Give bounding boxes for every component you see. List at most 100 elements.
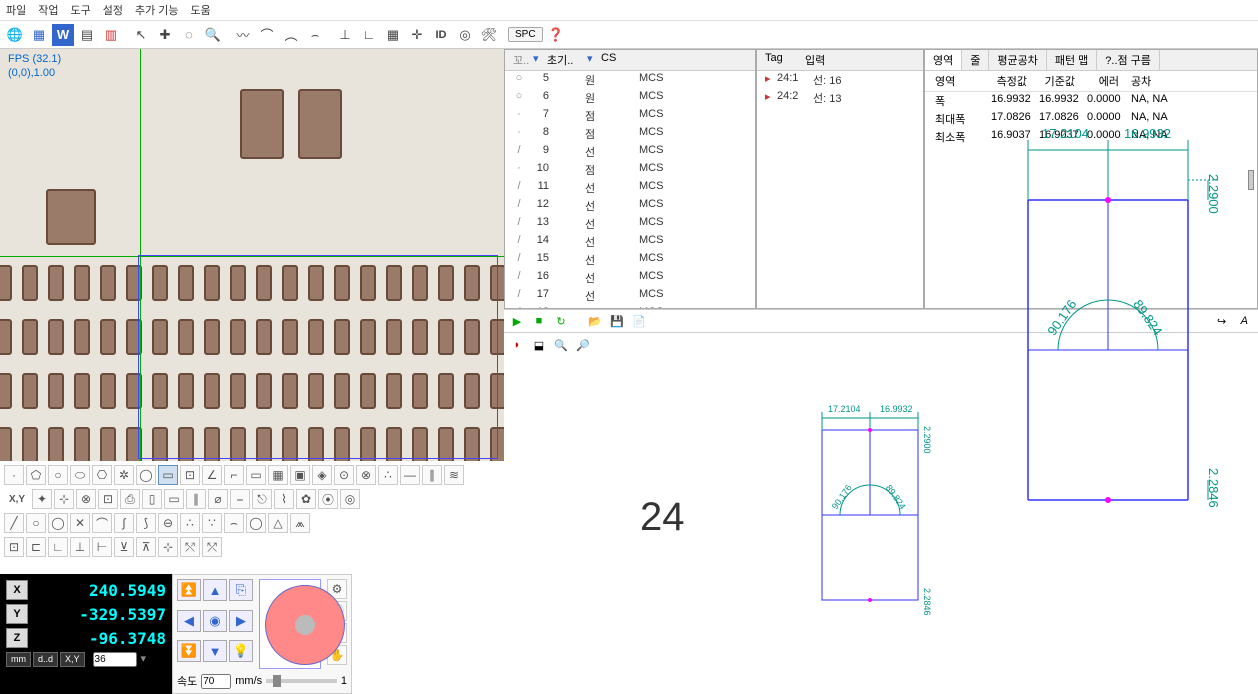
palette-tool-icon[interactable]: ⊡ (4, 537, 24, 557)
shape-red-icon[interactable]: ◗ (508, 336, 526, 354)
palette-tool-icon[interactable]: ⟆ (136, 513, 156, 533)
zoom-out-icon[interactable]: 🔎 (574, 336, 592, 354)
menu-file[interactable]: 파일 (6, 2, 26, 18)
jog-down2-icon[interactable]: ⏬ (177, 640, 201, 662)
palette-tool-icon[interactable]: ▭ (164, 489, 184, 509)
palette-tool-icon[interactable]: ◯ (48, 513, 68, 533)
curve3-icon[interactable]: ︵ (280, 24, 302, 46)
palette-tool-icon[interactable]: ○ (26, 513, 46, 533)
feature-row[interactable]: ○5 원 MCS (505, 71, 755, 89)
feature-row[interactable]: ○6 원 MCS (505, 89, 755, 107)
palette-tool-icon[interactable]: — (400, 465, 420, 485)
palette-tool-icon[interactable]: ▦ (268, 465, 288, 485)
palette-tool-icon[interactable]: ⬠ (26, 465, 46, 485)
jog-light-icon[interactable]: 💡 (229, 640, 253, 662)
palette-tool-icon[interactable]: ⌒ (92, 513, 112, 533)
palette-tool-icon[interactable]: ✿ (296, 489, 316, 509)
palette-tool-icon[interactable]: ⌇ (274, 489, 294, 509)
palette-tool-icon[interactable]: ✦ (32, 489, 52, 509)
curve4-icon[interactable]: ⌢ (304, 24, 326, 46)
palette-tool-icon[interactable]: ▣ (290, 465, 310, 485)
palette-tool-icon[interactable]: ⊹ (54, 489, 74, 509)
palette-tool-icon[interactable]: ⎔ (92, 465, 112, 485)
target-icon[interactable]: ◎ (454, 24, 476, 46)
y-axis-button[interactable]: Y (6, 604, 28, 624)
palette-tool-icon[interactable]: ⎋ (252, 489, 272, 509)
curve2-icon[interactable]: ⌒ (256, 24, 278, 46)
jog-up2-icon[interactable]: ⏫ (177, 579, 201, 601)
tab-line[interactable]: 줄 (962, 50, 989, 70)
feature-row[interactable]: /14 선 MCS (505, 233, 755, 251)
palette-tool-icon[interactable]: ○ (48, 465, 68, 485)
wrench-icon[interactable]: 🛠 (478, 24, 500, 46)
palette-tool-icon[interactable]: ⎙ (120, 489, 140, 509)
grid-icon[interactable]: ▤ (76, 24, 98, 46)
result-row[interactable]: 폭16.993216.9932 0.0000NA, NA (925, 92, 1257, 110)
unit-mm-button[interactable]: mm (6, 652, 31, 667)
doc-icon[interactable]: 📄 (630, 312, 648, 330)
feature-row[interactable]: /11 선 MCS (505, 179, 755, 197)
jog-left-icon[interactable]: ◀ (177, 610, 201, 632)
palette-tool-icon[interactable]: ⌀ (208, 489, 228, 509)
spc-button[interactable]: SPC (508, 27, 543, 42)
jog-down-icon[interactable]: ▼ (203, 640, 227, 662)
palette-tool-icon[interactable]: ✕ (70, 513, 90, 533)
jog-up-icon[interactable]: ▲ (203, 579, 227, 601)
palette-tool-icon[interactable]: ⊢ (92, 537, 112, 557)
tab-pattern[interactable]: 패턴 맵 (1047, 50, 1097, 70)
palette-tool-icon[interactable]: ◈ (312, 465, 332, 485)
speed-input[interactable] (201, 674, 231, 689)
camera-viewport[interactable]: FPS (32.1) (0,0),1.00 document.write(Arr… (0, 49, 504, 461)
palette-tool-icon[interactable]: ⤲ (180, 537, 200, 557)
jog-stop-icon[interactable]: ◉ (203, 610, 227, 632)
font-indicator[interactable]: A (1235, 315, 1254, 327)
tab-points[interactable]: ?..점 구름 (1097, 50, 1160, 70)
palette-tool-icon[interactable]: · (4, 465, 24, 485)
chart-icon[interactable]: ⬓ (530, 336, 548, 354)
wafer-map[interactable] (259, 579, 321, 669)
palette-tool-icon[interactable]: ◯ (246, 513, 266, 533)
plus-icon[interactable]: ✚ (154, 24, 176, 46)
feature-row[interactable]: /13 선 MCS (505, 215, 755, 233)
palette-tool-icon[interactable]: ⊻ (114, 537, 134, 557)
z-axis-button[interactable]: Z (6, 628, 28, 648)
tag-row[interactable]: ▸24:1선: 16 (757, 71, 923, 89)
palette-tool-icon[interactable]: ▯ (142, 489, 162, 509)
palette-tool-icon[interactable]: ⊏ (26, 537, 46, 557)
palette-tool-icon[interactable]: ⊗ (76, 489, 96, 509)
palette-tool-icon[interactable]: ▭ (158, 465, 178, 485)
palette-tool-icon[interactable]: ⤱ (202, 537, 222, 557)
tab-tol[interactable]: 평균공차 (989, 50, 1046, 70)
feature-row[interactable]: /15 선 MCS (505, 251, 755, 269)
palette-tool-icon[interactable]: ≋ (444, 465, 464, 485)
doc-blue-icon[interactable]: ▦ (28, 24, 50, 46)
slider-handle[interactable] (1248, 170, 1254, 190)
palette-tool-icon[interactable]: ⎯ (230, 489, 250, 509)
feature-row[interactable]: ·8 점 MCS (505, 125, 755, 143)
xy-button[interactable]: X,Y (60, 652, 85, 667)
crosshair-icon[interactable]: ✛ (406, 24, 428, 46)
palette-tool-icon[interactable]: ⬭ (70, 465, 90, 485)
menu-tools[interactable]: 도구 (71, 2, 91, 18)
save-icon[interactable]: 💾 (608, 312, 626, 330)
angle-tool-icon[interactable]: ∟ (358, 24, 380, 46)
unit-select[interactable] (93, 652, 137, 667)
palette-tool-icon[interactable]: ⌐ (224, 465, 244, 485)
palette-tool-icon[interactable]: ⊙ (334, 465, 354, 485)
palette-tool-icon[interactable]: ⊡ (180, 465, 200, 485)
menu-help[interactable]: 도움 (191, 2, 211, 18)
refresh-icon[interactable]: ↻ (552, 312, 570, 330)
menu-extra[interactable]: 추가 기능 (135, 2, 179, 18)
palette-tool-icon[interactable]: ⊼ (136, 537, 156, 557)
doc-red-icon[interactable]: ▥ (100, 24, 122, 46)
palette-tool-icon[interactable]: ⩕ (290, 513, 310, 533)
folder-open-icon[interactable]: 📂 (586, 312, 604, 330)
palette-tool-icon[interactable]: ∴ (378, 465, 398, 485)
feature-row[interactable]: ·10 점 MCS (505, 161, 755, 179)
grid2-icon[interactable]: ▦ (382, 24, 404, 46)
palette-tool-icon[interactable]: ∥ (186, 489, 206, 509)
palette-tool-icon[interactable]: ⊥ (70, 537, 90, 557)
zoom-in-icon[interactable]: 🔍 (552, 336, 570, 354)
palette-tool-icon[interactable]: ✲ (114, 465, 134, 485)
doc-w-icon[interactable]: W (52, 24, 74, 46)
